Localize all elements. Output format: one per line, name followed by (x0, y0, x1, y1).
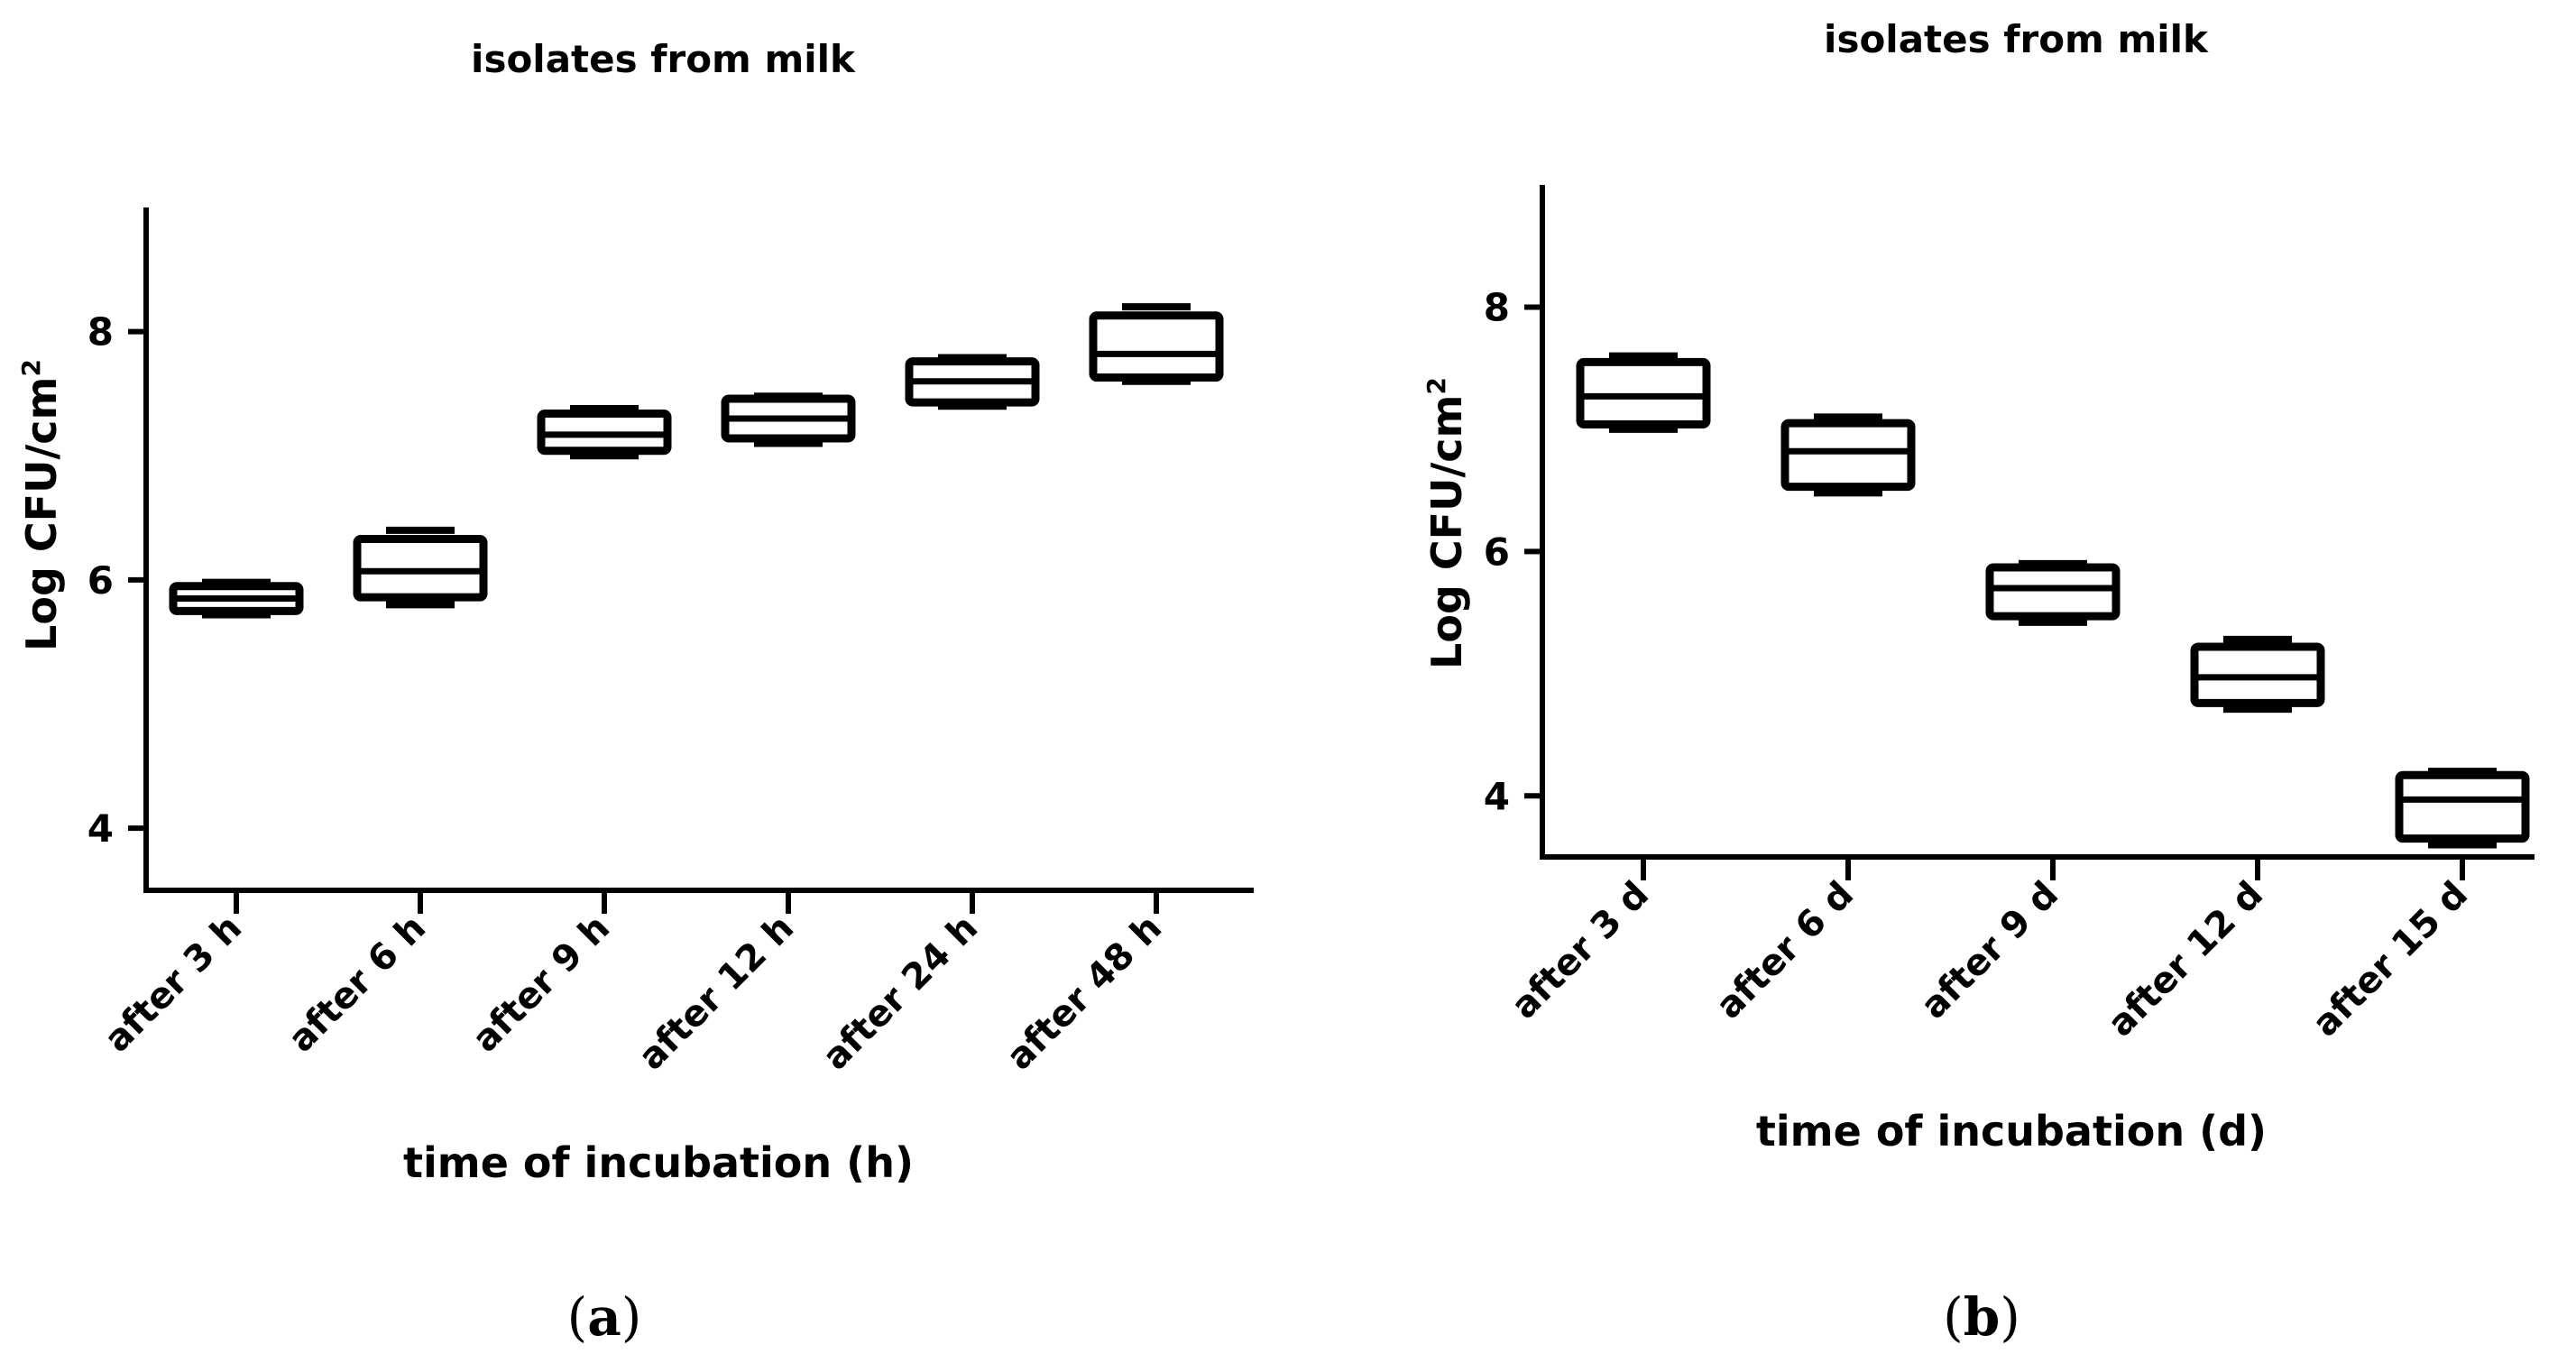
panel-label: (a) (567, 1286, 642, 1348)
plot-area: 4 6 8 after 3 h after 6 h after 9 h after 12 h… (87, 207, 1254, 1078)
y-axis-label-superscript: 2 (1421, 377, 1451, 394)
y-tick-label: 8 (87, 310, 114, 355)
x-tick-label: after 24 h (814, 907, 986, 1079)
plot-area: 4 6 8 after 3 d after 6 d after 9 d after 12 d… (1484, 185, 2535, 1045)
x-axis-label: time of incubation (h) (403, 1138, 914, 1187)
x-tick-label: after 9 d (1913, 874, 2066, 1027)
box (2395, 770, 2530, 843)
box (1089, 311, 1224, 382)
y-axis-label-text: Log CFU/cm (17, 377, 66, 651)
chart-panel-b: isolates from milk Log CFU/cm2 time of i… (1421, 17, 2535, 1348)
chart-title: isolates from milk (1824, 17, 2209, 61)
y-tick-label: 4 (1484, 774, 1510, 818)
y-tick-label: 6 (1484, 530, 1510, 574)
y-axis-label-text: Log CFU/cm (1422, 395, 1471, 669)
x-tick-label: after 15 d (2305, 874, 2476, 1045)
x-tick-label: after 9 h (465, 907, 618, 1061)
y-tick-label: 6 (87, 558, 114, 603)
chart-panel-a: isolates from milk Log CFU/cm2 time of i… (16, 37, 1254, 1348)
y-tick-label: 4 (87, 806, 114, 851)
x-tick-label: after 12 h (630, 907, 802, 1079)
box (1985, 563, 2121, 621)
panel-label-letter: a (587, 1286, 621, 1348)
x-axis-label: time of incubation (d) (1756, 1107, 2267, 1156)
y-axis-label-superscript: 2 (16, 359, 46, 376)
panel-label: (b) (1943, 1286, 2020, 1348)
panel-label-letter: b (1964, 1286, 2001, 1348)
box (1780, 419, 1916, 492)
x-tick-label: after 12 d (2100, 874, 2271, 1045)
y-tick-label: 8 (1484, 285, 1510, 329)
x-tick-label: after 6 d (1708, 874, 1862, 1027)
chart-title: isolates from milk (471, 37, 856, 81)
x-tick-label: after 3 d (1504, 874, 1657, 1027)
x-tick-label: after 6 h (281, 907, 434, 1061)
y-axis-label: Log CFU/cm2 (1421, 377, 1471, 669)
y-axis-label: Log CFU/cm2 (16, 359, 66, 651)
x-tick-label: after 3 h (97, 907, 250, 1061)
x-tick-label: after 48 h (998, 907, 1170, 1079)
